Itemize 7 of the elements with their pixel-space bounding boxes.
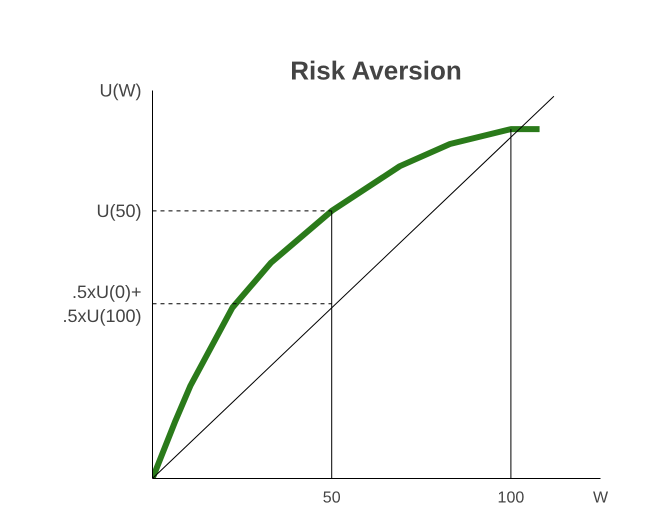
chart-title: Risk Aversion — [290, 56, 462, 86]
y-axis-title: U(W) — [100, 80, 142, 100]
x-axis-title: W — [592, 490, 609, 506]
annotation: U(50) — [96, 200, 142, 221]
x-tick-label: 100 — [498, 490, 524, 506]
x-tick-label: 50 — [322, 490, 341, 506]
annotation: .5xU(0)+ .5xU(100) — [62, 282, 142, 326]
